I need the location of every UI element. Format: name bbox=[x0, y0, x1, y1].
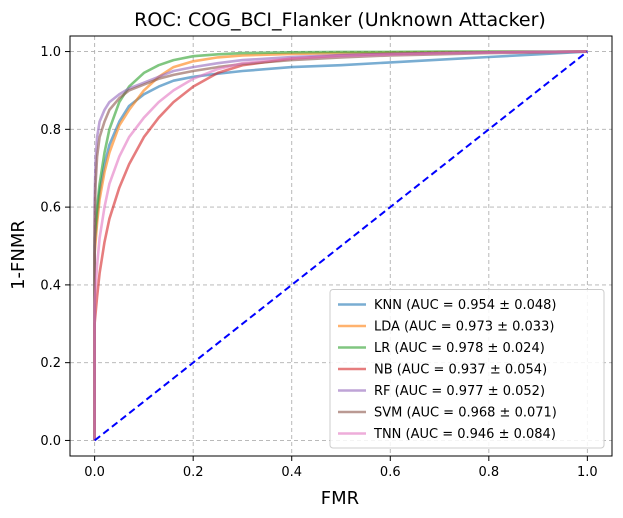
x-tick-label: 0.2 bbox=[183, 465, 204, 480]
legend-entry-lda: LDA (AUC = 0.973 ± 0.033) bbox=[374, 320, 554, 335]
legend: KNN (AUC = 0.954 ± 0.048) LDA (AUC = 0.97… bbox=[329, 289, 605, 449]
axes-frame bbox=[69, 35, 613, 457]
y-tick-label: 0.4 bbox=[40, 278, 61, 293]
axis-ticks: 0.0 0.2 0.4 0.6 0.8 1.0 0.0 0.2 0.4 0.6 0.8 1.0 bbox=[40, 45, 597, 480]
legend-box bbox=[329, 289, 605, 449]
y-axis-label: 1-FNMR bbox=[8, 220, 29, 290]
legend-entry-tnn: TNN (AUC = 0.946 ± 0.084) bbox=[373, 427, 556, 442]
x-tick-label: 0.6 bbox=[380, 465, 401, 480]
legend-entry-lr: LR (AUC = 0.978 ± 0.024) bbox=[374, 341, 545, 356]
roc-curves bbox=[93, 50, 588, 442]
x-axis-label: FMR bbox=[321, 488, 359, 509]
x-tick-label: 0.8 bbox=[478, 465, 499, 480]
legend-entry-rf: RF (AUC = 0.977 ± 0.052) bbox=[374, 384, 545, 399]
roc-curve-lr bbox=[93, 50, 588, 441]
y-tick-label: 0.2 bbox=[40, 356, 61, 371]
legend-entry-knn: KNN (AUC = 0.954 ± 0.048) bbox=[374, 298, 556, 313]
x-tick-label: 0.4 bbox=[281, 465, 302, 480]
roc-curve-knn bbox=[93, 50, 588, 441]
x-tick-label: 1.0 bbox=[577, 465, 598, 480]
chance-diagonal-line bbox=[94, 50, 588, 442]
y-tick-label: 0.0 bbox=[40, 434, 61, 449]
y-tick-label: 0.6 bbox=[40, 201, 61, 216]
legend-entry-nb: NB (AUC = 0.937 ± 0.054) bbox=[374, 363, 547, 378]
legend-entry-svm: SVM (AUC = 0.968 ± 0.071) bbox=[374, 406, 557, 421]
chart-title: ROC: COG_BCI_Flanker (Unknown Attacker) bbox=[134, 9, 546, 31]
x-tick-label: 0.0 bbox=[84, 465, 105, 480]
roc-curve-tnn bbox=[93, 50, 588, 441]
y-tick-label: 0.8 bbox=[40, 123, 61, 138]
y-tick-label: 1.0 bbox=[40, 45, 61, 60]
